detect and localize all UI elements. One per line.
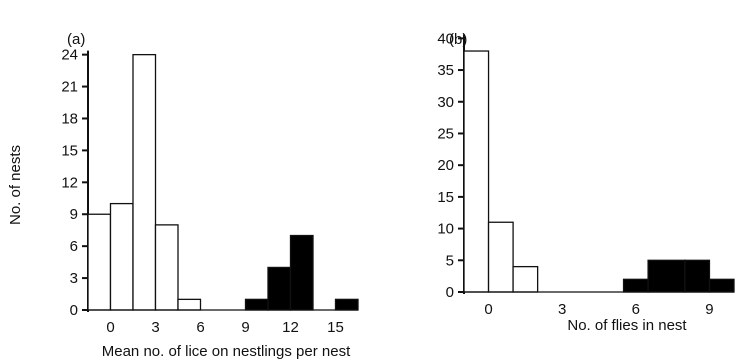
panel-a-x-tick-label: 9 — [241, 319, 249, 336]
panel-b-x-tick-label: 6 — [632, 301, 640, 318]
panel-a-y-tick-label: 15 — [61, 142, 78, 159]
panel-a-y-tick-label: 0 — [70, 302, 78, 319]
panel-a-light-bar — [109, 202, 134, 311]
panel-a-y-tick-label: 18 — [61, 110, 78, 127]
panel-a-x-tick-label: 6 — [196, 319, 204, 336]
panel-a-dark-bar — [289, 234, 314, 311]
panel-b-x-tick-label: 3 — [558, 301, 566, 318]
panel-a-y-tick-label: 24 — [61, 47, 78, 64]
panel-b-y-tick-label: 5 — [446, 252, 454, 269]
panel-b-y-tick-label: 20 — [437, 157, 454, 174]
panel-b-y-tick-label: 0 — [446, 284, 454, 301]
panel-b-dark-bar — [622, 278, 649, 293]
panel-a-y-axis-label: No. of nests — [7, 145, 24, 225]
panel-a-label: (a) — [67, 31, 85, 48]
panel-a-y-tick-label: 12 — [61, 174, 78, 191]
panel-a-x-tick-label: 12 — [282, 319, 299, 336]
panel-b-dark-bar — [708, 278, 735, 293]
panel-a-x-axis-label: Mean no. of lice on nestlings per nest — [102, 343, 351, 359]
panel-a-x-tick-label: 0 — [106, 319, 114, 336]
panel-a-y-tick-label: 6 — [70, 238, 78, 255]
panel-a-light-bar — [87, 213, 112, 311]
panel-b-y-tick-label: 40 — [437, 30, 454, 47]
panel-b-y-tick-label: 35 — [437, 62, 454, 79]
panel-b-chart: (b) No. of flies in nest 051015202530354… — [437, 30, 735, 334]
panel-b-y-tick-label: 15 — [437, 189, 454, 206]
panel-b-y-tick-label: 10 — [437, 221, 454, 238]
panel-b-light-bar — [512, 265, 539, 293]
panel-b-dark-bar — [684, 259, 711, 293]
panel-b-x-tick-label: 0 — [484, 301, 492, 318]
panel-b-x-tick-label: 9 — [705, 301, 713, 318]
panel-a-light-bar — [154, 224, 179, 311]
panel-a-light-bar — [177, 298, 202, 311]
panel-a-x-tick-label: 3 — [151, 319, 159, 336]
panel-b-light-bar — [487, 221, 514, 293]
panel-a-y-tick-label: 3 — [70, 270, 78, 287]
panel-a-dark-bar — [244, 298, 269, 311]
panel-a-y-tick-label: 9 — [70, 206, 78, 223]
panel-b-x-axis-label: No. of flies in nest — [567, 317, 687, 334]
panel-a-y-tick-label: 21 — [61, 79, 78, 96]
panel-b-label: (b) — [449, 31, 467, 48]
panel-b-dark-bar — [647, 259, 686, 293]
panel-b-y-tick-label: 25 — [437, 125, 454, 142]
panel-a-dark-bar — [334, 298, 359, 311]
panel-a-light-bar — [132, 53, 157, 311]
panel-b-y-tick-label: 30 — [437, 94, 454, 111]
panel-a-chart: (a) No. of nests Mean no. of lice on nes… — [7, 31, 359, 359]
panel-b-light-bar — [463, 50, 490, 293]
panel-a-x-tick-label: 15 — [327, 319, 344, 336]
panel-a-dark-bar — [267, 266, 292, 311]
